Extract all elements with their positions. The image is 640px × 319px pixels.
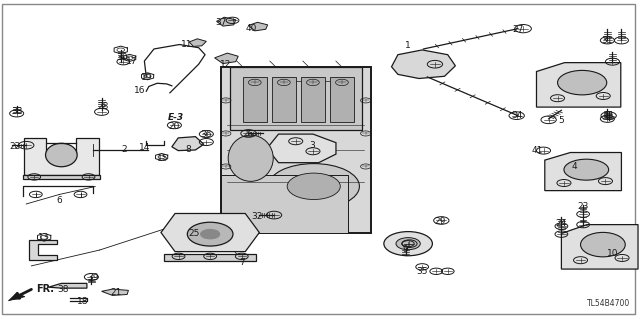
Circle shape xyxy=(200,229,220,239)
Polygon shape xyxy=(216,17,236,26)
Text: 41: 41 xyxy=(531,146,543,155)
Text: 42: 42 xyxy=(603,111,614,120)
Circle shape xyxy=(287,173,340,199)
Ellipse shape xyxy=(580,233,625,257)
Polygon shape xyxy=(214,53,238,63)
Text: 24: 24 xyxy=(556,219,567,227)
Text: 4: 4 xyxy=(572,162,577,171)
Ellipse shape xyxy=(564,159,609,180)
Bar xyxy=(164,254,256,261)
Ellipse shape xyxy=(557,70,607,95)
Bar xyxy=(243,77,267,122)
Text: 38: 38 xyxy=(58,285,69,293)
Ellipse shape xyxy=(228,135,273,182)
Polygon shape xyxy=(49,283,87,288)
Bar xyxy=(22,174,100,179)
Text: 8: 8 xyxy=(185,145,191,154)
Text: 27: 27 xyxy=(512,26,524,34)
Polygon shape xyxy=(189,39,206,47)
Text: 25: 25 xyxy=(188,229,199,238)
Text: 40: 40 xyxy=(246,24,257,33)
Text: 35: 35 xyxy=(417,267,428,276)
Ellipse shape xyxy=(188,222,233,246)
Text: 14: 14 xyxy=(139,143,150,152)
Text: 26: 26 xyxy=(243,130,254,139)
Bar xyxy=(272,77,296,122)
Text: 36: 36 xyxy=(200,130,212,139)
Text: 12: 12 xyxy=(220,60,231,69)
Text: 33: 33 xyxy=(11,108,22,116)
Text: 23: 23 xyxy=(577,202,589,211)
Text: TL54B4700: TL54B4700 xyxy=(586,299,630,308)
Polygon shape xyxy=(29,240,57,260)
Text: 3: 3 xyxy=(309,141,315,150)
Polygon shape xyxy=(536,63,621,107)
Polygon shape xyxy=(248,22,268,31)
Circle shape xyxy=(268,164,360,209)
Polygon shape xyxy=(8,293,25,301)
Text: 13: 13 xyxy=(38,233,50,242)
Polygon shape xyxy=(102,289,129,295)
Text: 31: 31 xyxy=(602,36,613,45)
Text: 20: 20 xyxy=(169,122,180,131)
Polygon shape xyxy=(24,138,99,174)
Bar xyxy=(230,67,362,130)
Ellipse shape xyxy=(45,143,77,167)
Polygon shape xyxy=(267,134,336,163)
Text: FR.: FR. xyxy=(36,284,54,294)
Polygon shape xyxy=(161,213,259,252)
Text: 1: 1 xyxy=(405,41,411,50)
Text: 39: 39 xyxy=(88,273,99,282)
Bar xyxy=(301,77,324,122)
Text: 22: 22 xyxy=(9,142,20,151)
Text: 9: 9 xyxy=(403,245,408,254)
Text: 17: 17 xyxy=(126,57,138,66)
Polygon shape xyxy=(172,137,204,151)
Text: 2: 2 xyxy=(121,145,127,154)
Polygon shape xyxy=(545,152,621,191)
Text: 7: 7 xyxy=(239,258,245,267)
Text: 10: 10 xyxy=(607,249,619,258)
Text: 5: 5 xyxy=(558,116,564,125)
Bar xyxy=(221,175,348,233)
Text: 29: 29 xyxy=(435,217,445,226)
Circle shape xyxy=(396,238,420,250)
Circle shape xyxy=(384,232,433,256)
Text: 21: 21 xyxy=(110,288,122,297)
Bar xyxy=(330,77,354,122)
Text: 37: 37 xyxy=(215,18,227,27)
Bar xyxy=(221,67,371,233)
Text: 6: 6 xyxy=(56,196,62,205)
Text: 15: 15 xyxy=(157,154,168,163)
Text: 34: 34 xyxy=(511,111,522,120)
Text: E-3: E-3 xyxy=(168,113,184,122)
Text: 16: 16 xyxy=(134,86,146,95)
Polygon shape xyxy=(561,225,638,269)
Text: 32: 32 xyxy=(252,211,263,220)
Text: 18: 18 xyxy=(77,297,88,306)
Text: 30: 30 xyxy=(116,53,128,62)
Text: 19: 19 xyxy=(141,73,152,82)
Text: 11: 11 xyxy=(181,40,193,49)
Polygon shape xyxy=(392,50,456,78)
Text: 28: 28 xyxy=(97,102,109,111)
